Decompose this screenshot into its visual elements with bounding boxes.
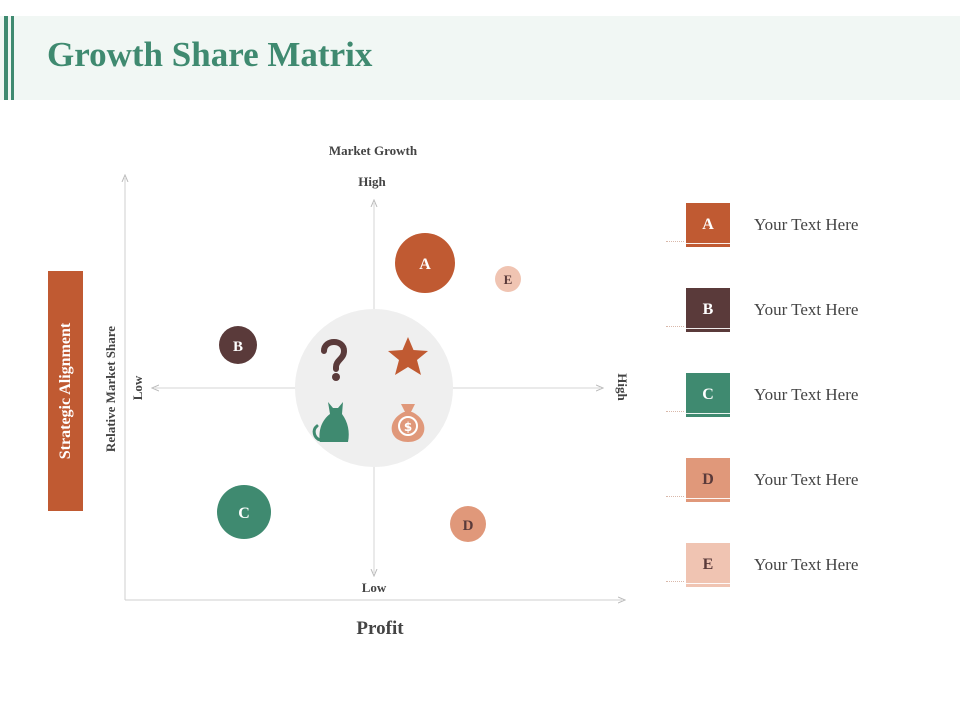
- legend-text-d: Your Text Here: [754, 470, 859, 489]
- legend-box-e-label: E: [702, 556, 714, 573]
- legend-box-c: C: [686, 373, 730, 417]
- cat-icon: [312, 402, 349, 442]
- header-accent-bar: [11, 16, 14, 100]
- legend-connector: [666, 411, 684, 412]
- bubble-d: D: [450, 506, 486, 542]
- header-accent-bar: [4, 16, 8, 100]
- legend-text-c: Your Text Here: [754, 385, 859, 404]
- svg-text:$: $: [404, 420, 412, 434]
- legend-connector: [666, 496, 684, 497]
- x-high-label: High: [615, 373, 630, 401]
- profit-label: Profit: [356, 618, 404, 639]
- legend-connector: [666, 326, 684, 327]
- bubble-a: A: [395, 233, 455, 293]
- money-bag-icon: $: [391, 404, 425, 442]
- legend-box-d-label: D: [702, 471, 714, 488]
- y-axis-title: Market Growth: [328, 143, 418, 158]
- x-axis-title: Relative Market Share: [103, 325, 118, 453]
- legend-box-b-label: B: [702, 301, 714, 318]
- legend-box-c-label: C: [702, 386, 714, 403]
- header-band: [0, 16, 960, 100]
- legend-text-b: Your Text Here: [754, 300, 859, 319]
- legend-box-e: E: [686, 543, 730, 587]
- star-icon: [388, 337, 428, 375]
- bubble-b: B: [219, 326, 257, 364]
- legend-connector: [666, 581, 684, 582]
- page-title: Growth Share Matrix: [47, 35, 373, 74]
- bubble-a-label: A: [419, 256, 431, 273]
- y-high-label: High: [358, 174, 386, 189]
- question-mark-icon: [321, 339, 348, 381]
- y-low-label: Low: [361, 580, 387, 595]
- bubble-c-label: C: [238, 505, 250, 522]
- legend-box-a: A: [686, 203, 730, 247]
- legend-box-a-label: A: [702, 216, 714, 233]
- bubble-c: C: [217, 485, 271, 539]
- legend-text-a: Your Text Here: [754, 215, 859, 234]
- x-low-label: Low: [130, 375, 145, 401]
- center-circle: [295, 309, 453, 467]
- bubble-e: E: [495, 266, 521, 292]
- legend-connector: [666, 241, 684, 242]
- bubble-b-label: B: [233, 339, 243, 355]
- bubble-e-label: E: [504, 272, 513, 287]
- bubble-d-label: D: [463, 518, 474, 534]
- strategic-alignment-label: Strategic Alignment: [48, 271, 83, 511]
- legend-box-b: B: [686, 288, 730, 332]
- legend-text-e: Your Text Here: [754, 555, 859, 574]
- legend-box-d: D: [686, 458, 730, 502]
